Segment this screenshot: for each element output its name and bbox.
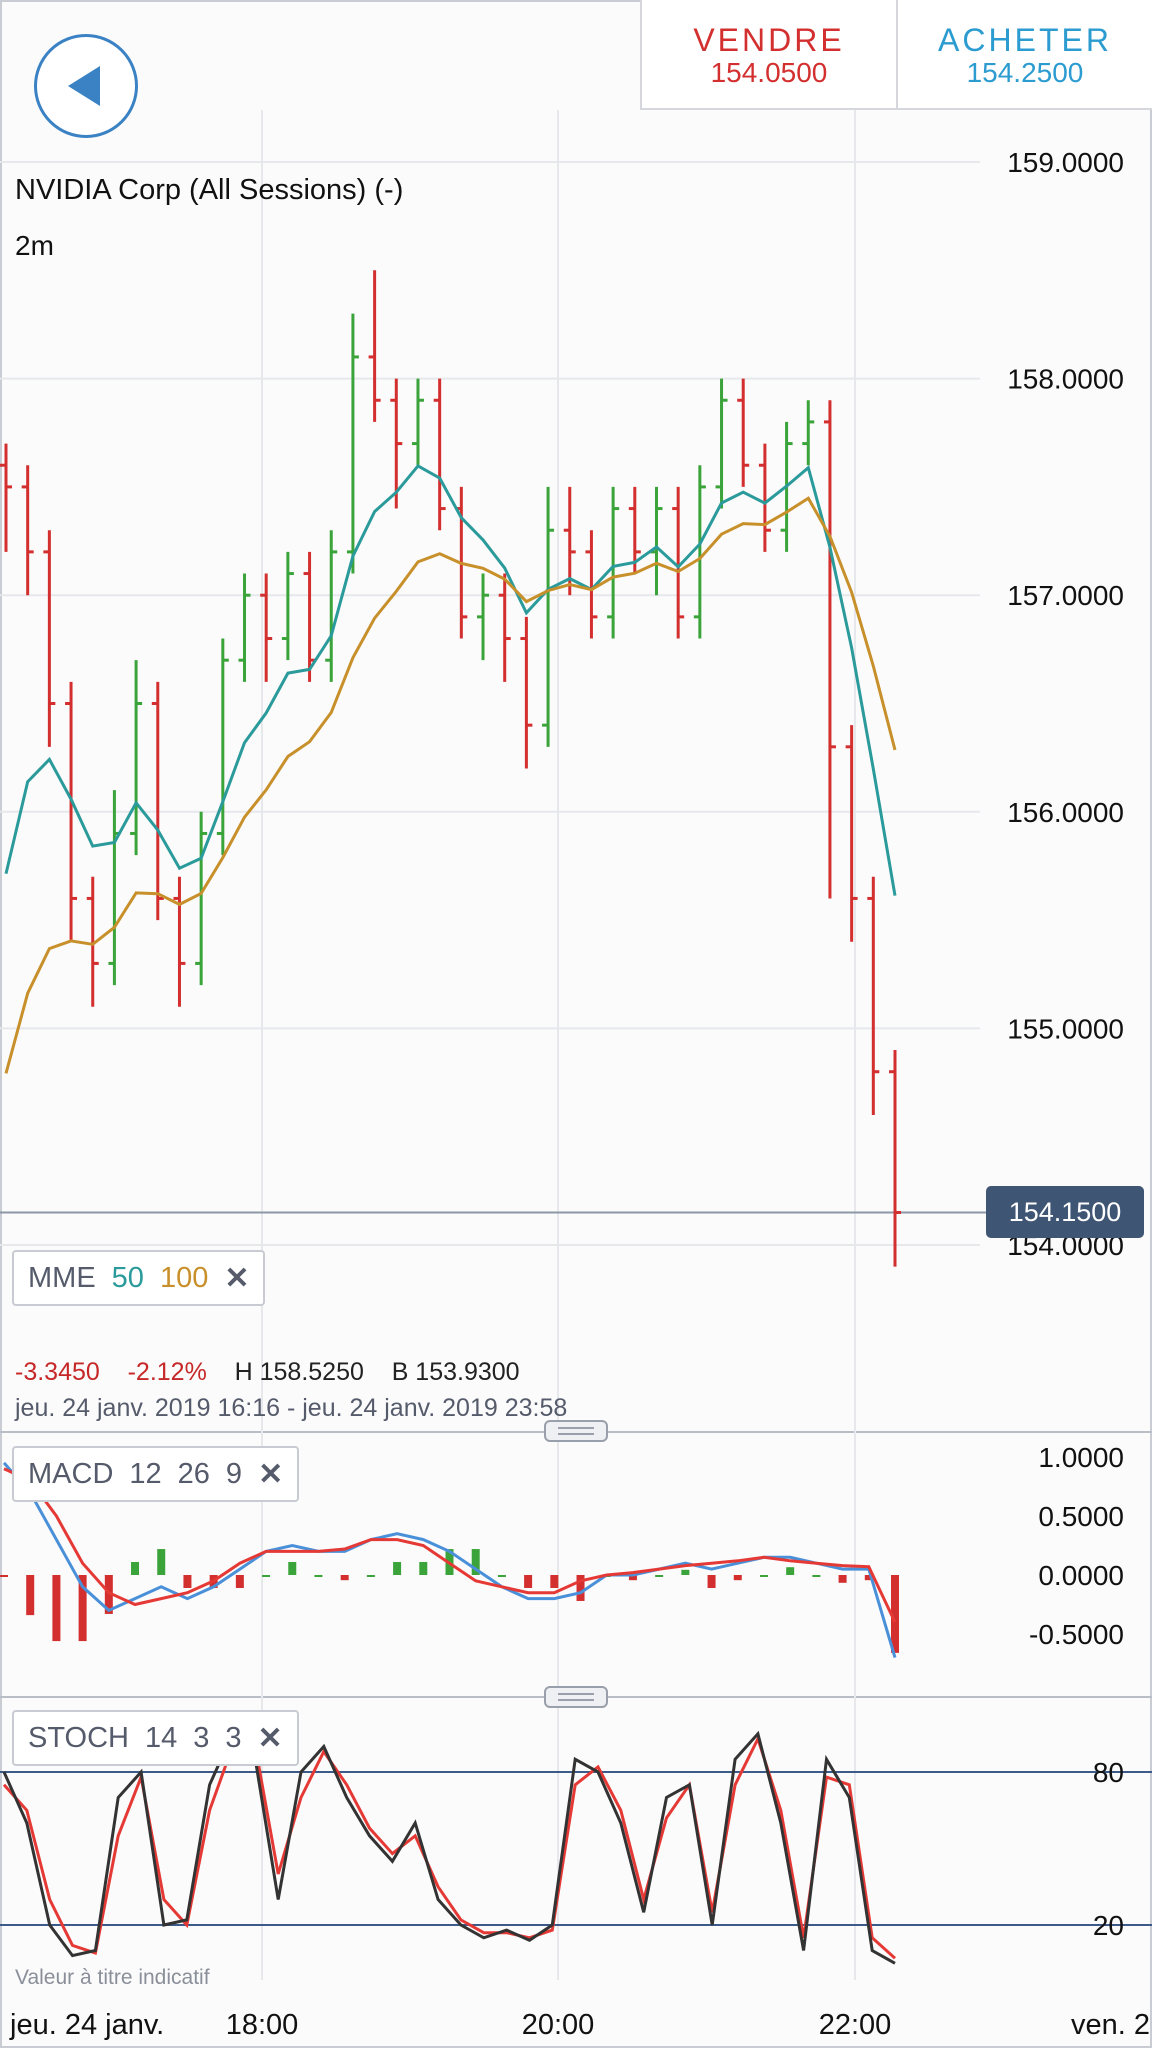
current-price-tag: 154.1500 — [986, 1186, 1144, 1238]
instrument-title: NVIDIA Corp (All Sessions) (-) — [15, 174, 404, 206]
macd-axis-label: -0.5000 — [1029, 1619, 1124, 1650]
macd-histogram-bar — [497, 1575, 506, 1577]
macd-histogram-bar — [340, 1575, 349, 1581]
back-arrow-icon — [68, 66, 100, 106]
macd-histogram-bar — [891, 1575, 899, 1653]
time-axis-label: ven. 2 — [1071, 2009, 1150, 2041]
buy-button[interactable]: ACHETER 154.2500 — [896, 0, 1152, 110]
macd-param-signal: 9 — [225, 1457, 243, 1490]
macd-histogram-bar — [314, 1575, 323, 1577]
back-button[interactable] — [34, 34, 138, 138]
mme-period-50: 50 — [111, 1261, 144, 1294]
macd-histogram-bar — [864, 1575, 873, 1581]
macd-histogram-bar — [628, 1575, 637, 1581]
change-value: -3.3450 — [15, 1358, 100, 1386]
stoch-param-smooth: 3 — [225, 1721, 242, 1754]
macd-param-fast: 12 — [129, 1457, 162, 1490]
stoch-axis-label: 20 — [1093, 1910, 1124, 1941]
disclaimer: Valeur à titre indicatif — [15, 1966, 210, 1989]
stoch-label: STOCH — [28, 1721, 129, 1754]
macd-histogram-bar — [0, 1575, 8, 1577]
high-value: H 158.5250 — [234, 1358, 364, 1386]
close-macd-icon[interactable]: ✕ — [258, 1457, 284, 1491]
macd-histogram-bar — [288, 1562, 297, 1575]
time-axis-label: 18:00 — [226, 2009, 299, 2041]
macd-histogram-bar — [52, 1575, 61, 1642]
price-axis-label: 157.0000 — [1007, 580, 1124, 611]
macd-histogram-bar — [26, 1575, 35, 1616]
stoch-d-line — [2, 1734, 897, 1960]
close-stoch-icon[interactable]: ✕ — [257, 1721, 283, 1755]
macd-axis-label: 0.5000 — [1038, 1501, 1124, 1532]
mme-legend[interactable]: MME 50 100 ✕ — [12, 1250, 266, 1306]
macd-histogram-bar — [812, 1575, 821, 1577]
sell-price: 154.0500 — [710, 57, 828, 88]
macd-histogram-bar — [183, 1575, 192, 1588]
stoch-axis-label: 80 — [1093, 1757, 1124, 1788]
price-axis-label: 156.0000 — [1007, 797, 1124, 828]
macd-label: MACD — [28, 1457, 114, 1490]
macd-pane-resize-handle[interactable] — [544, 1420, 608, 1442]
stoch-k-line — [2, 1730, 896, 1965]
macd-histogram-bar — [157, 1549, 166, 1575]
macd-axis-label: 1.0000 — [1038, 1442, 1124, 1473]
price-stats: -3.3450 -2.12% H 158.5250 B 153.9300 — [15, 1358, 520, 1387]
mme-period-100: 100 — [159, 1261, 209, 1294]
time-axis-label: jeu. 24 janv. — [9, 2009, 164, 2041]
low-value: B 153.9300 — [391, 1358, 520, 1386]
sell-button[interactable]: VENDRE 154.0500 — [640, 0, 896, 110]
macd-histogram-bar — [471, 1549, 480, 1575]
macd-signal-line — [3, 1467, 897, 1623]
stoch-legend[interactable]: STOCH 14 3 3 ✕ — [12, 1710, 299, 1766]
date-range: jeu. 24 janv. 2019 16:16 - jeu. 24 janv.… — [15, 1394, 568, 1422]
macd-param-slow: 26 — [177, 1457, 210, 1490]
stoch-param-k: 14 — [144, 1721, 178, 1754]
macd-line — [2, 1461, 897, 1659]
buy-label: ACHETER — [938, 22, 1112, 58]
macd-histogram-bar — [759, 1575, 768, 1577]
macd-histogram-bar — [524, 1575, 533, 1588]
macd-histogram-bar — [707, 1575, 716, 1588]
macd-histogram-bar — [550, 1575, 559, 1588]
mme-label: MME — [28, 1261, 96, 1294]
stoch-param-d: 3 — [193, 1721, 210, 1754]
time-axis-label: 22:00 — [819, 2009, 892, 2041]
macd-axis-label: 0.0000 — [1038, 1560, 1124, 1591]
macd-histogram-bar — [78, 1575, 87, 1642]
macd-histogram-bar — [419, 1562, 428, 1575]
macd-histogram-bar — [393, 1562, 402, 1575]
macd-histogram-bar — [786, 1567, 795, 1575]
macd-histogram-bar — [655, 1575, 664, 1577]
macd-histogram-bar — [366, 1575, 375, 1577]
close-mme-icon[interactable]: ✕ — [224, 1261, 250, 1295]
macd-legend[interactable]: MACD 12 26 9 ✕ — [12, 1446, 300, 1502]
macd-histogram-bar — [576, 1575, 585, 1601]
macd-histogram-bar — [733, 1575, 742, 1581]
time-axis-label: 20:00 — [522, 2009, 595, 2041]
macd-histogram-bar — [235, 1575, 244, 1588]
buy-price: 154.2500 — [966, 57, 1084, 88]
mme-100-line — [4, 496, 897, 1074]
macd-histogram-bar — [104, 1575, 113, 1614]
price-axis-label: 155.0000 — [1007, 1013, 1124, 1044]
price-axis-label: 158.0000 — [1007, 364, 1124, 395]
macd-histogram-bar — [838, 1575, 847, 1583]
timeframe-label[interactable]: 2m — [15, 230, 54, 261]
mme-50-line — [4, 463, 897, 896]
macd-histogram-bar — [681, 1569, 690, 1575]
macd-histogram-bar — [131, 1562, 140, 1575]
change-percent: -2.12% — [127, 1358, 207, 1386]
macd-histogram-bar — [262, 1575, 271, 1577]
sell-label: VENDRE — [693, 22, 845, 58]
stoch-pane-resize-handle[interactable] — [544, 1686, 608, 1708]
price-axis-label: 159.0000 — [1007, 147, 1124, 178]
